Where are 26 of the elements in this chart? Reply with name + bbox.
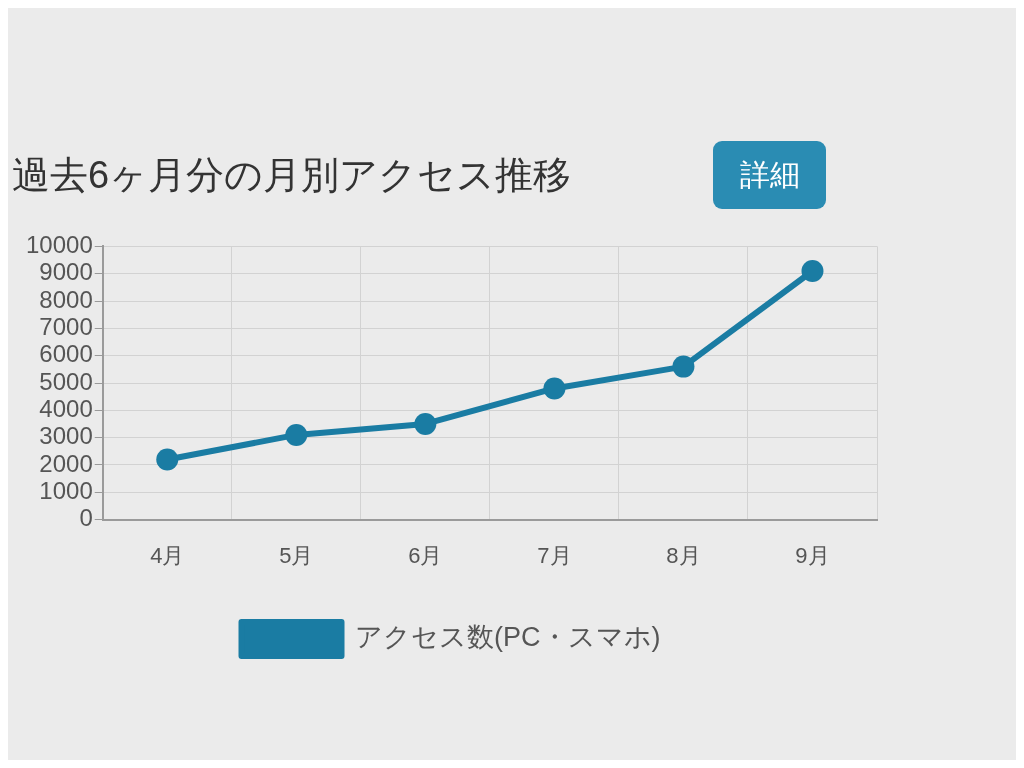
point (672, 355, 695, 378)
point (414, 412, 437, 435)
point (156, 448, 179, 471)
y-tick-label: 8000 (39, 285, 93, 313)
x-tick-label: 6月 (408, 542, 443, 568)
y-tick-label: 4000 (39, 394, 93, 422)
y-tick-label: 1000 (39, 476, 93, 504)
x-tick-label: 9月 (795, 542, 830, 568)
x-tick-label: 8月 (666, 542, 701, 568)
x-tick-label: 4月 (150, 542, 185, 568)
y-tick-label: 5000 (39, 367, 93, 395)
y-tick-label: 10000 (25, 231, 93, 259)
x-tick-label: 7月 (537, 542, 572, 568)
y-tick-label: 7000 (39, 312, 93, 340)
point (285, 423, 308, 446)
chart-title: 過去6ヶ月分の月別アクセス推移 (12, 153, 572, 198)
point (543, 377, 566, 400)
text: 詳細 (739, 156, 800, 193)
y-tick-label: 9000 (39, 258, 93, 286)
legend-label: アクセス数(PC・スマホ) (355, 622, 661, 653)
x-tick-label: 5月 (279, 542, 314, 568)
y-tick-label: 0 (79, 504, 93, 532)
y-tick-label: 6000 (39, 340, 93, 368)
y-tick-label: 3000 (39, 422, 93, 450)
point (801, 259, 824, 282)
y-tick-label: 2000 (39, 449, 93, 477)
